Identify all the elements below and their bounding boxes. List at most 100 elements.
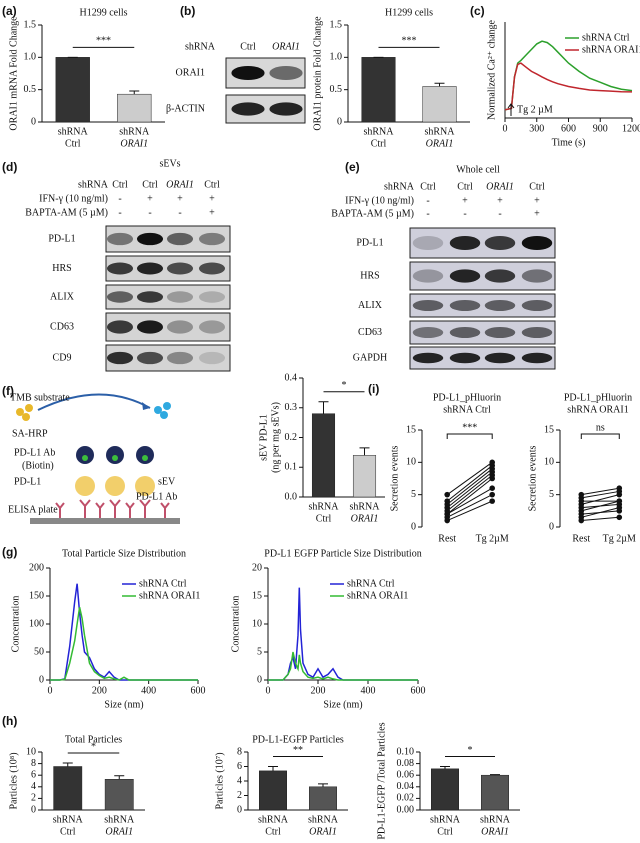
y-tick-label: 10 [252, 618, 262, 629]
x-tick-label: 400 [361, 685, 376, 696]
annotation-arrow [507, 103, 515, 116]
lane-label: + [534, 208, 540, 219]
blot-row-label: HRS [52, 263, 71, 274]
x-tick-label: shRNA [308, 501, 339, 512]
point [489, 498, 496, 504]
y-tick-label: 0.06 [397, 769, 415, 780]
x-tick-label: ORAI1 [351, 513, 379, 524]
pair-line [446, 494, 493, 518]
blot-row-label: CD63 [50, 321, 74, 332]
point [489, 485, 496, 492]
lane-label: - [118, 193, 121, 204]
y-tick-label: 0.4 [285, 372, 298, 383]
substrate [25, 404, 33, 412]
bar [104, 779, 134, 811]
band [521, 300, 553, 311]
band [521, 327, 553, 338]
blot-header: IFN-γ (10 ng/ml) [39, 193, 108, 204]
x-tick-label: 1200 [622, 123, 640, 134]
y-tick-label: 200 [29, 562, 44, 573]
panel-label: (h) [2, 714, 17, 728]
y-tick-label: 0 [237, 804, 242, 815]
y-axis-label: Particles (10⁸) [8, 752, 19, 809]
lane-label: + [177, 193, 183, 204]
bar [481, 774, 509, 811]
y-axis-label: Particles (10⁷) [214, 752, 225, 809]
bar [361, 57, 396, 123]
x-tick-label: 600 [411, 685, 426, 696]
band [166, 262, 194, 275]
point [578, 491, 585, 498]
band [269, 65, 303, 81]
bar [431, 768, 459, 811]
lane-label: - [463, 208, 466, 219]
band [412, 300, 444, 311]
point [616, 508, 623, 514]
arrow [37, 393, 151, 411]
pair-line [446, 474, 493, 512]
y-tick-label: 5 [411, 489, 416, 500]
x-axis-label: Size (nm) [104, 699, 143, 710]
lane-label: + [147, 193, 153, 204]
chart-title: shRNA ORAI1 [567, 404, 628, 415]
x-tick-label: Ctrl [437, 826, 453, 837]
band [106, 232, 134, 246]
point [489, 491, 496, 498]
blot-strip [409, 346, 556, 370]
band [412, 269, 444, 283]
x-tick-label: Ctrl [265, 826, 281, 837]
legend-label: shRNA ORAI1 [139, 590, 200, 601]
bar [352, 455, 377, 498]
error-bar [434, 82, 445, 87]
panel-label: (i) [368, 382, 379, 396]
y-tick-label: 10 [26, 746, 36, 757]
y-axis-label: ORAI1 mRNA Fold Change [8, 16, 19, 131]
point [489, 459, 496, 466]
significance-label: *** [402, 36, 417, 47]
point [444, 498, 451, 504]
y-tick-label: 150 [29, 590, 44, 601]
significance-label: *** [96, 36, 111, 47]
band [449, 269, 481, 283]
significance-bracket [580, 433, 620, 439]
band [449, 300, 481, 311]
substrate [22, 413, 30, 421]
error-bar [129, 90, 140, 95]
x-tick-label: 300 [529, 123, 544, 134]
y-tick-label: 0 [549, 521, 554, 532]
point [616, 514, 623, 521]
band [136, 351, 164, 365]
stack [55, 446, 170, 518]
y-tick-label: 50 [34, 646, 44, 657]
y-axis-label: Secretion events [389, 445, 400, 511]
diagram-label: TMB substrate [10, 392, 70, 403]
y-tick-label: 15 [406, 424, 416, 435]
x-tick-label: Ctrl [60, 826, 76, 837]
x-tick-label: Tg 2µM [476, 533, 509, 544]
lane-label: - [498, 208, 501, 219]
y-tick-label: 15 [252, 590, 262, 601]
y-tick-label: 10 [544, 457, 554, 468]
y-tick-label: 0 [411, 521, 416, 532]
bar [259, 770, 287, 811]
band [412, 327, 444, 338]
blot-row-label: GAPDH [353, 352, 387, 363]
y-axis-label: ORAI1 protein Fold Change [312, 16, 323, 131]
y-tick-label: 0.10 [397, 746, 415, 757]
y-tick-label: 0.02 [397, 793, 415, 804]
y-tick-label: 0 [31, 804, 36, 815]
lane-label: + [209, 207, 215, 218]
series-line [50, 607, 198, 681]
blot-header: IFN-γ (10 ng/ml) [345, 195, 414, 206]
x-tick-label: shRNA [119, 126, 150, 137]
pair-line [581, 487, 620, 496]
bar [117, 93, 152, 123]
chart-title: PD-L1-EGFP Particles [252, 734, 344, 745]
x-tick-label: ORAI1 [481, 826, 509, 837]
band [484, 300, 516, 311]
blot-row-label: ALIX [50, 291, 75, 302]
lane-label: Ctrl [204, 179, 220, 190]
band [231, 102, 265, 116]
band [412, 352, 444, 364]
x-tick-label: shRNA [363, 126, 394, 137]
